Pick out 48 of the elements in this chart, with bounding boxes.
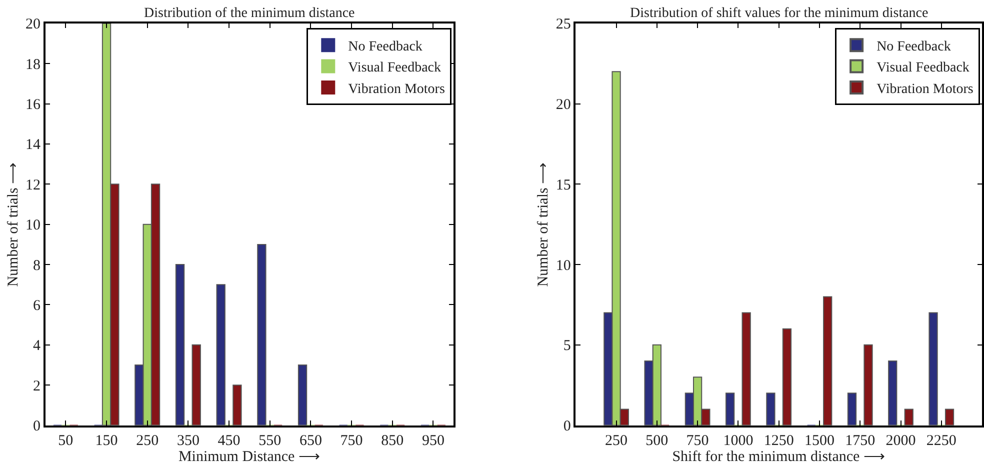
x-tick-label: 2250 bbox=[926, 433, 956, 450]
chart-title: Distribution of the minimum distance bbox=[144, 6, 355, 21]
x-tick-label: 1000 bbox=[723, 433, 754, 450]
x-tick-label: 250 bbox=[605, 433, 628, 450]
y-tick-label: 12 bbox=[26, 177, 41, 194]
y-tick-label: 15 bbox=[556, 177, 571, 194]
x-tick-label: 500 bbox=[646, 433, 668, 450]
chart-title: Distribution of shift values for the minimum distance bbox=[630, 6, 928, 21]
y-tick-label: 25 bbox=[556, 16, 571, 33]
y-tick-label: 18 bbox=[26, 56, 41, 73]
y-tick-label: 0 bbox=[33, 418, 41, 435]
y-axis-title: Number of trials ⟶ bbox=[5, 162, 22, 287]
x-tick-label: 350 bbox=[176, 433, 200, 450]
y-tick-label: 10 bbox=[26, 218, 41, 234]
x-tick-label: 750 bbox=[340, 433, 363, 450]
y-tick-label: 2 bbox=[33, 378, 41, 394]
y-tick-label: 4 bbox=[33, 338, 42, 354]
x-tick-label: 650 bbox=[299, 433, 322, 450]
y-tick-label: 6 bbox=[33, 298, 42, 314]
legend-label: Vibration Motors bbox=[348, 82, 445, 97]
x-tick-label: 150 bbox=[95, 433, 118, 450]
y-tick-label: 0 bbox=[563, 418, 571, 435]
legend-label: Visual Feedback bbox=[876, 60, 970, 76]
legend-label: No Feedback bbox=[876, 40, 951, 55]
x-tick-label: 50 bbox=[58, 433, 74, 450]
x-axis-title: Minimum Distance ⟶ bbox=[178, 449, 320, 466]
y-tick-label: 20 bbox=[556, 97, 571, 114]
x-tick-label: 750 bbox=[686, 433, 709, 450]
x-tick-label: 550 bbox=[258, 433, 282, 450]
legend-label: Visual Feedback bbox=[348, 60, 442, 76]
legend-label: No Feedback bbox=[348, 40, 422, 55]
y-tick-label: 5 bbox=[563, 338, 571, 354]
y-tick-label: 20 bbox=[26, 16, 41, 33]
x-tick-label: 1250 bbox=[764, 433, 794, 450]
legend-label: Vibration Motors bbox=[876, 82, 974, 97]
x-tick-label: 250 bbox=[136, 433, 159, 450]
y-tick-label: 10 bbox=[556, 258, 571, 274]
x-tick-label: 850 bbox=[381, 433, 404, 450]
x-tick-label: 1500 bbox=[804, 433, 834, 450]
x-axis-title: Shift for the minimum distance ⟶ bbox=[672, 449, 886, 466]
x-tick-label: 1750 bbox=[845, 433, 876, 450]
y-tick-label: 16 bbox=[26, 97, 42, 114]
y-tick-label: 14 bbox=[26, 137, 42, 154]
x-tick-label: 2000 bbox=[886, 433, 916, 450]
y-axis-title: Number of trials ⟶ bbox=[536, 162, 552, 287]
x-tick-label: 950 bbox=[422, 433, 444, 450]
y-tick-label: 8 bbox=[33, 258, 41, 274]
x-tick-label: 450 bbox=[218, 433, 240, 450]
